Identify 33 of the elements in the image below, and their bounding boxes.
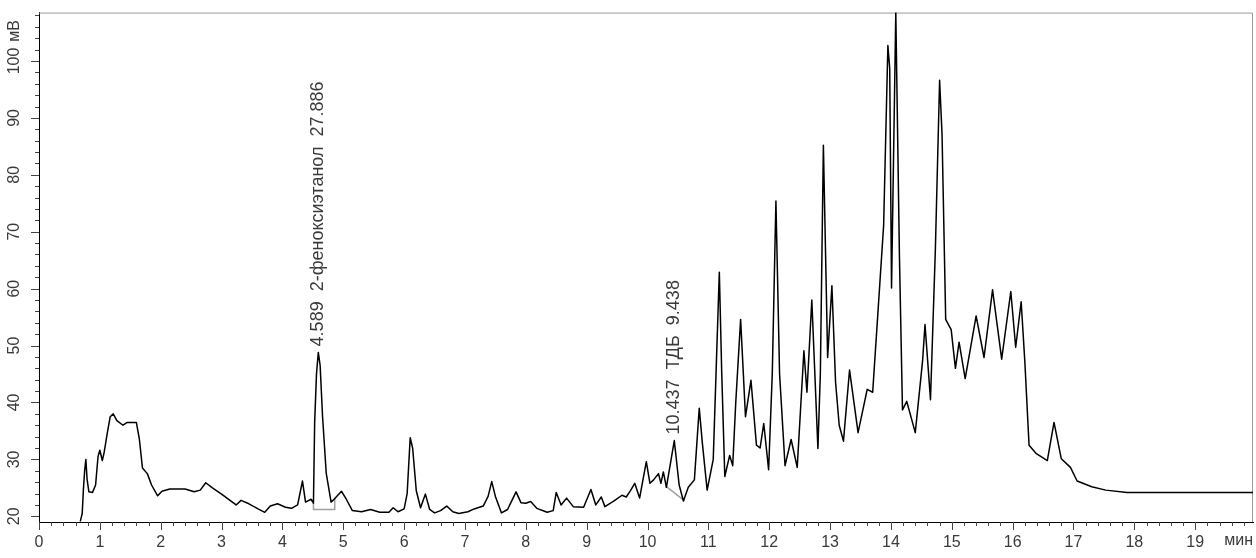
x-tick-label: 15 [942,533,961,551]
y-tick-label: 100 [5,47,23,75]
x-tick-label: 19 [1186,533,1205,551]
x-tick-label: 16 [1003,533,1022,551]
y-tick-label: 80 [5,165,23,184]
x-tick-label: 18 [1125,533,1144,551]
y-tick-label: 40 [5,393,23,412]
x-tick-label: 14 [882,533,900,551]
x-tick-label: 6 [399,533,409,551]
x-tick-label: 12 [760,533,779,551]
annotation: 4.589 2-феноксиэтанол 27.886 [307,81,328,347]
x-tick-label: 1 [95,533,105,551]
annotation: 10.437 ТДБ 9.438 [663,280,684,435]
x-tick-label: 2 [156,533,166,551]
x-tick-label: 9 [582,533,592,551]
x-tick-label: 10 [638,533,657,551]
x-tick-label: 8 [521,533,531,551]
y-tick-label: 50 [5,336,23,355]
x-tick-label: 11 [700,533,717,551]
x-tick-label: 0 [34,533,44,551]
x-tick-label: 17 [1064,533,1083,551]
x-tick-label: 5 [338,533,348,551]
x-tick-label: 7 [460,533,470,551]
y-axis-title: мВ [4,19,22,42]
x-tick-label: 4 [277,533,287,551]
x-axis-title: мин [1224,531,1253,549]
y-tick-label: 20 [5,507,23,526]
y-tick-label: 60 [5,279,23,298]
y-tick-label: 30 [5,450,23,469]
y-tick-label: 70 [5,222,23,241]
x-tick-label: 3 [217,533,227,551]
x-tick-label: 13 [821,533,840,551]
y-tick-label: 90 [5,108,23,127]
